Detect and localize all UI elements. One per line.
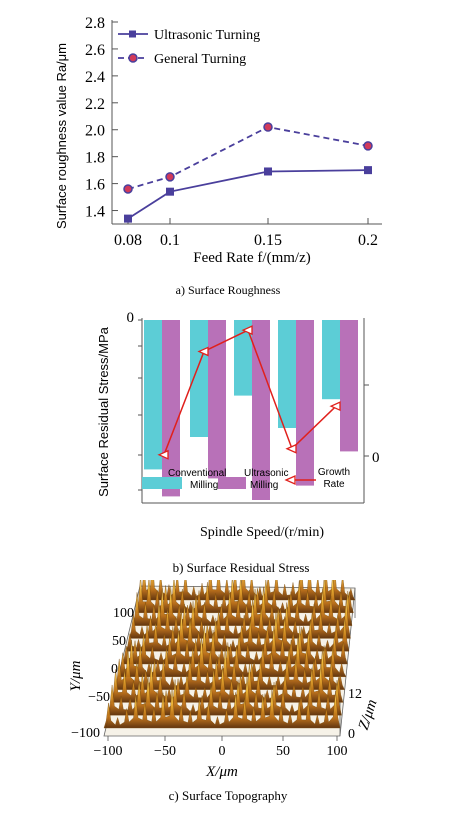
bar-ultrasonic-2: [252, 320, 270, 500]
roughness-point-ultrasonic: [166, 187, 174, 196]
legend-label-ultrasonic-2: Milling: [250, 480, 278, 491]
topography-y-tick-label: 0: [111, 662, 118, 677]
bar-ultrasonic-1: [208, 320, 226, 479]
topography-x-tick-label: −100: [94, 744, 123, 759]
growth-rate-point: [329, 401, 341, 412]
legend-swatch-conventional: [142, 477, 182, 489]
roughness-y-tick-label: 2.6: [85, 42, 105, 59]
roughness-x-tick-label: 0.2: [358, 232, 378, 249]
topography-x-tick-label: 50: [276, 744, 290, 759]
growth-rate-point: [285, 443, 297, 454]
roughness-y-tick-label: 2.0: [85, 123, 105, 140]
roughness-series-line-1: [127, 126, 369, 190]
roughness-point-ultrasonic: [264, 167, 272, 176]
stress-y-axis-label: Surface Residual Stress/MPa: [96, 326, 111, 497]
bar-conventional-3: [278, 320, 296, 428]
legend-label-conventional-1: Conventional: [168, 468, 226, 479]
topography-x-tick-label: 0: [219, 744, 226, 759]
topography-caption: c) Surface Topography: [169, 788, 288, 803]
topography-ridge-row: [103, 687, 341, 729]
legend-label-conventional-2: Milling: [190, 480, 218, 491]
topography-y-tick-label: −100: [71, 726, 100, 741]
topography-z-tick-label: 0: [348, 727, 355, 742]
legend-label-growth-2: Rate: [323, 479, 345, 490]
topography-z-label: Z/μm: [356, 697, 381, 731]
topography-y-label: Y/μm: [68, 660, 84, 691]
roughness-x-tick-label: 0.1: [160, 232, 180, 249]
topography-x-tick-label: 100: [327, 744, 348, 759]
growth-rate-point: [241, 325, 253, 336]
topography-y-tick-label: 50: [112, 634, 126, 649]
roughness-y-axis-label: Surface roughness value Ra/μm: [54, 43, 69, 229]
roughness-y-tick-label: 2.2: [85, 96, 105, 113]
roughness-x-axis-label: Feed Rate f/(mm/z): [193, 250, 310, 266]
stress-left-zero: 0: [127, 310, 135, 326]
roughness-y-tick-label: 1.8: [85, 150, 105, 167]
stress-right-zero: 0: [372, 450, 380, 466]
roughness-y-tick-label: 1.4: [85, 204, 105, 221]
roughness-y-tick-label: 1.6: [85, 177, 105, 194]
legend-label-1: General Turning: [154, 52, 246, 67]
roughness-chart: 1.41.61.82.02.22.42.62.8 0.08 0.1 0.15 0.2 …: [54, 15, 382, 297]
roughness-caption: a) Surface Roughness: [176, 283, 281, 297]
topography-ridge-row: [110, 661, 344, 703]
legend-label-ultrasonic-1: Ultrasonic: [244, 468, 288, 479]
growth-rate-point: [197, 346, 209, 357]
roughness-x-tick-label: 0.15: [254, 232, 282, 249]
topography-z-tick-label: 12: [348, 687, 362, 702]
bar-ultrasonic-4: [340, 320, 358, 452]
bar-ultrasonic-3: [296, 320, 314, 486]
legend-swatch-ultrasonic: [218, 477, 246, 489]
legend-marker-square: [129, 30, 136, 38]
bar-conventional-0: [144, 320, 162, 470]
roughness-point-ultrasonic: [124, 214, 132, 223]
roughness-y-tick-label: 2.8: [85, 15, 105, 32]
growth-rate-point: [157, 449, 169, 460]
legend-marker-circle: [128, 53, 138, 63]
topography-y-tick-label: 100: [113, 606, 134, 621]
residual-stress-chart: 0 0 ConventionalMillingUltrasonicMilling…: [96, 310, 380, 575]
bar-conventional-1: [190, 320, 208, 437]
roughness-y-tick-label: 2.4: [85, 69, 105, 86]
roughness-point-general: [165, 172, 175, 182]
legend-marker-growth: [284, 474, 296, 486]
roughness-point-general: [363, 141, 373, 151]
topography-x-label: X/μm: [205, 764, 238, 780]
stress-x-axis-label: Spindle Speed/(r/min): [200, 525, 324, 540]
roughness-point-ultrasonic: [364, 166, 372, 175]
roughness-x-tick-label: 0.08: [114, 232, 142, 249]
bar-conventional-4: [322, 320, 340, 400]
bar-conventional-2: [234, 320, 252, 396]
legend-label-growth-1: Growth: [318, 467, 350, 478]
roughness-point-general: [263, 122, 273, 132]
topography-y-tick-label: −50: [88, 690, 110, 705]
legend-label-0: Ultrasonic Turning: [154, 28, 260, 43]
topography-x-tick-label: −50: [154, 744, 176, 759]
roughness-point-general: [123, 184, 133, 194]
roughness-series-line-0: [127, 169, 369, 220]
stress-caption: b) Surface Residual Stress: [173, 560, 310, 575]
